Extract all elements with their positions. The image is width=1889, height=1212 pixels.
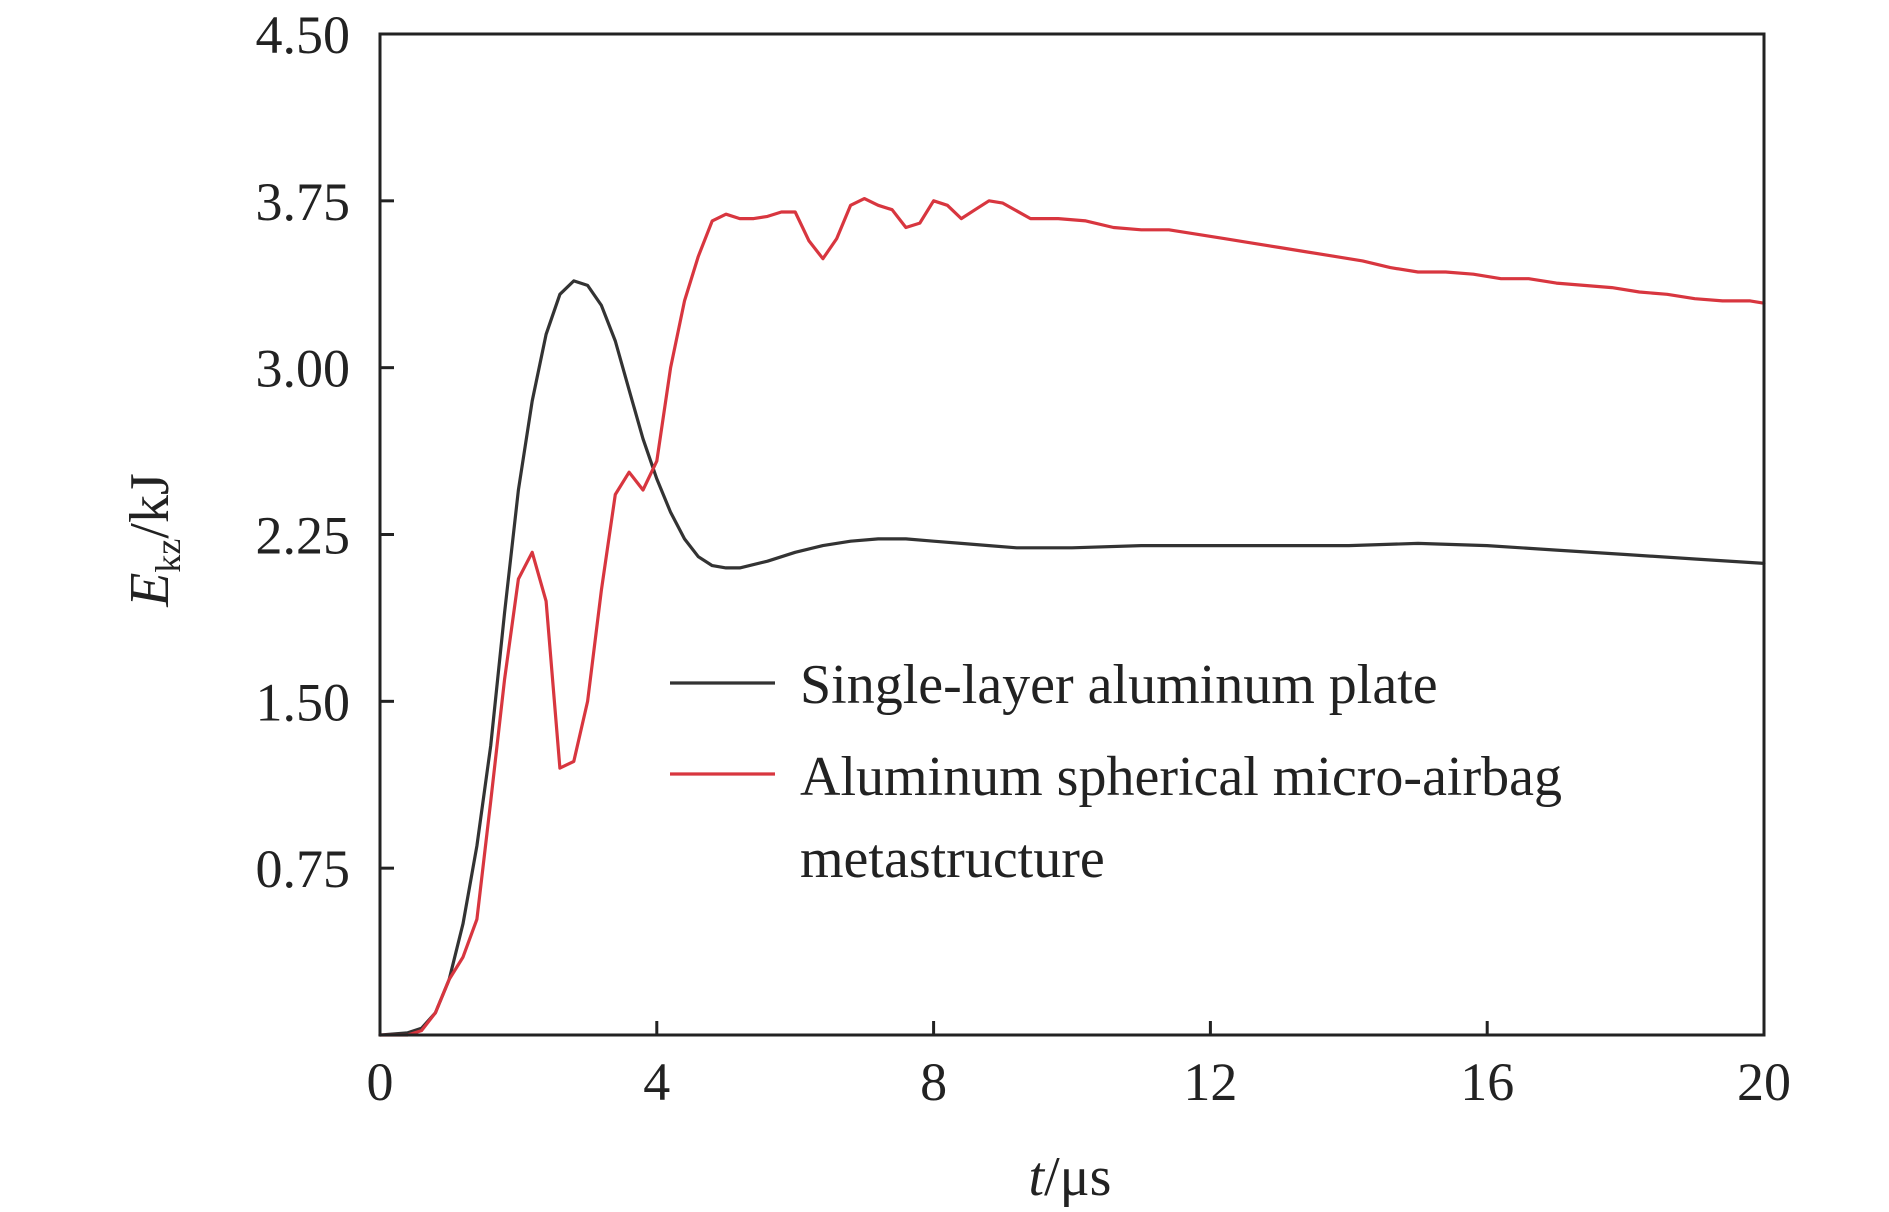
legend-label-micro-airbag-line2: metastructure (800, 828, 1105, 890)
x-axis-variable: t (1029, 1146, 1046, 1208)
x-tick-label: 20 (1737, 1052, 1791, 1112)
x-axis-unit: /μs (1044, 1146, 1111, 1208)
y-axis-variable: E (119, 573, 181, 608)
series-line-single-layer (378, 279, 1766, 1037)
legend-label-micro-airbag: Aluminum spherical micro-airbag (800, 746, 1562, 808)
x-tick-label: 16 (1460, 1052, 1514, 1112)
y-tick-label: 4.50 (256, 5, 351, 65)
x-axis-label: t/μs (1029, 1146, 1112, 1208)
legend: Single-layer aluminum plate Aluminum sph… (670, 654, 1562, 890)
x-tick-label: 12 (1183, 1052, 1237, 1112)
x-tick-label: 0 (367, 1052, 394, 1112)
y-axis-subscript: kz (148, 539, 188, 573)
y-tick-label: 3.00 (256, 339, 351, 399)
y-tick-label: 3.75 (256, 172, 351, 232)
y-tick-label: 2.25 (256, 506, 351, 566)
series-line-micro-airbag (378, 197, 1766, 1037)
x-tick-label: 4 (643, 1052, 670, 1112)
y-tick-label: 0.75 (256, 839, 351, 899)
x-tick-label: 8 (920, 1052, 947, 1112)
plot-frame (378, 32, 1766, 1037)
legend-label-single-layer: Single-layer aluminum plate (800, 654, 1438, 716)
series-lines (378, 197, 1766, 1037)
axis-tick-labels: 0 4 8 12 16 20 0.75 1.50 2.25 3.00 3.75 4.50 (256, 5, 1792, 1112)
y-axis-unit: /kJ (119, 473, 181, 538)
y-tick-label: 1.50 (256, 672, 351, 732)
y-axis-label: Ekz/kJ (119, 473, 188, 608)
